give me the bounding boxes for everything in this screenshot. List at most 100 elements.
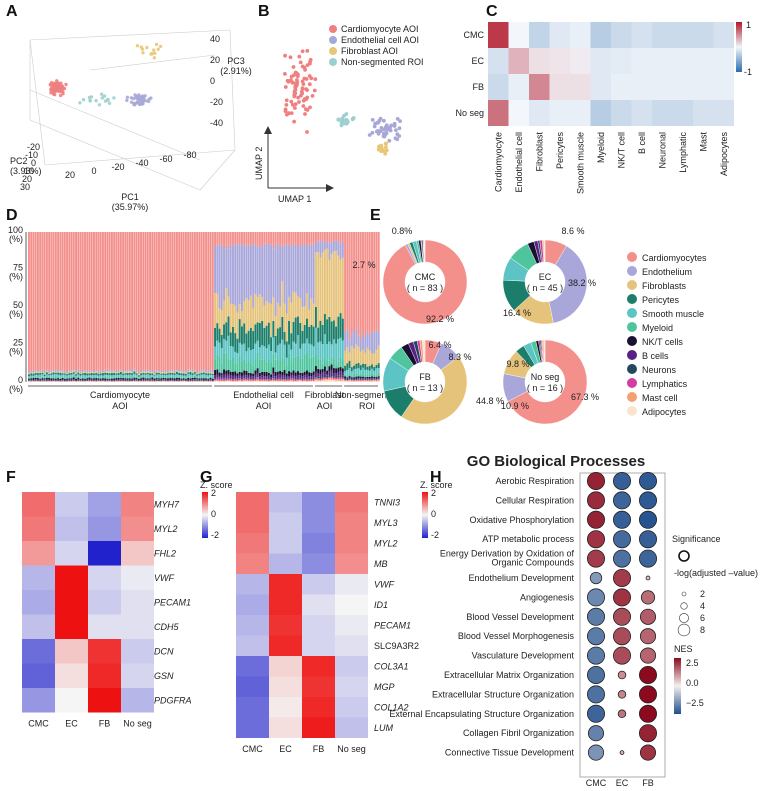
pc3-tick: 0 [210,76,215,86]
stacked-bar-segment [359,232,362,341]
stacked-bar-segment [314,306,317,328]
stacked-bar-segment [110,378,113,380]
stacked-bar-segment [171,370,174,372]
stacked-bar-segment [299,246,302,299]
umap-point [297,100,301,104]
pca-grid-line [199,149,236,191]
stacked-bar-segment [272,320,275,338]
stacked-bar-segment [164,378,167,380]
stacked-bar-segment [180,377,183,379]
stacked-bar-segment [52,232,55,370]
heatmap-c-cell [652,48,673,74]
go-dot [639,704,658,723]
stacked-bar-segment [317,232,320,241]
stacked-bar-segment [32,373,35,376]
stacked-bar-segment [335,343,338,365]
pca-point [149,96,153,100]
stacked-bar-segment [263,371,266,377]
stacked-bar-segment [209,374,212,377]
stacked-bar-segment [117,232,120,371]
stacked-bar-segment [164,372,167,374]
umap-point [305,63,310,67]
z-heatmap-cell [121,639,154,664]
stacked-bar-segment [225,232,228,246]
heatmap-c-cell [488,48,509,74]
stacked-bar-segment [205,372,208,374]
stacked-bar-segment [234,305,237,334]
stacked-bar-segment [323,358,326,367]
stacked-bar-segment [144,377,147,379]
stacked-bar-segment [263,359,266,372]
heatmap-c-cell [549,74,570,100]
heatmap-c-cell [488,22,509,48]
stacked-bar-segment [364,369,367,375]
stacked-bar-segment [276,371,279,375]
stacked-bar-segment [84,373,86,376]
stacked-bar-segment [95,374,98,378]
stacked-bar-segment [303,375,306,378]
stacked-bar-segment [371,377,373,379]
stacked-bar-segment [48,376,51,378]
stacked-bar-segment [245,333,248,352]
stacked-bar-segment [104,232,107,370]
stacked-bar-segment [308,372,311,377]
stacked-bar-segment [252,380,255,382]
stacked-bar-segment [72,379,75,381]
stacked-bar-segment [193,372,196,374]
stacked-bar-segment [59,371,62,373]
stacked-bar-segment [167,373,169,375]
go-dot [587,530,606,549]
stacked-bar-segment [299,322,302,349]
stacked-bar-segment [353,369,356,374]
pca-point [107,101,112,106]
stacked-bar-segment [350,378,353,380]
stacked-bar-segment [122,380,125,381]
z-scale-tick: 2 [431,488,436,498]
umap-point [295,78,299,82]
d-y-tick: 0 (%) [9,375,23,394]
pca-point [152,48,156,52]
stacked-bar-segment [312,381,315,382]
umap-point [375,120,380,125]
z-heatmap-col-label: FB [99,719,111,729]
z-heatmap-row-label: GSN [154,671,174,681]
stacked-bar-segment [355,232,358,328]
z-heatmap-cell [302,553,335,574]
stacked-bar-segment [216,323,219,341]
stacked-bar-segment [368,376,371,379]
stacked-bar-segment [299,298,302,323]
stacked-bar-segment [258,378,261,380]
stacked-bar-segment [364,336,367,353]
stacked-bar-segment [265,371,268,376]
stacked-bar-segment [97,375,100,378]
stacked-bar-segment [184,373,187,376]
pca-point [89,95,94,99]
stacked-bar-segment [160,378,163,380]
heatmap-c-col-label: B cell [637,132,647,154]
stacked-bar-segment [122,373,125,376]
stacked-bar-segment [30,380,33,381]
z-heatmap-cell [335,594,368,615]
go-dot [639,628,657,645]
z-heatmap-cell [269,553,302,574]
stacked-bar-segment [30,377,33,379]
stacked-bar-segment [330,321,333,345]
umap-point [302,76,307,81]
go-col-label: FB [642,778,654,788]
stacked-bar-segment [377,376,380,378]
donut-percent-label: 44.8 % [476,396,504,406]
umap-point [283,85,288,89]
stacked-bar-segment [220,377,223,379]
pca-point [146,99,151,104]
stacked-bar-segment [303,371,306,376]
stacked-bar-segment [359,351,362,366]
stacked-bar-segment [337,372,340,376]
stacked-bar-segment [198,377,201,379]
stacked-bar-segment [252,378,255,380]
stacked-bar-segment [169,381,172,382]
stacked-bar-segment [337,379,340,381]
stacked-bar-segment [79,375,82,378]
stacked-bar-segment [189,369,192,371]
z-heatmap-row-label: TNNI3 [374,497,400,507]
